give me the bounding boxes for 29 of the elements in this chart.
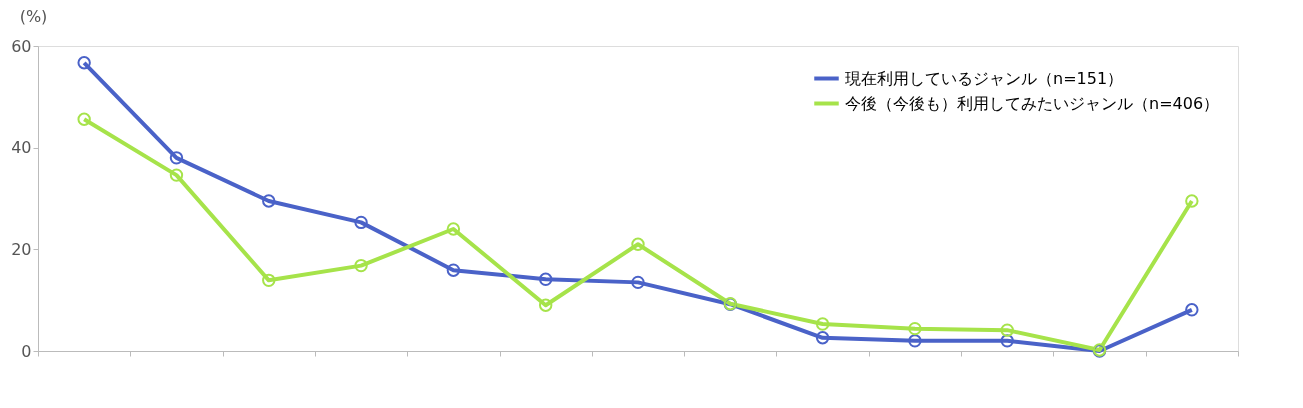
point xyxy=(77,56,91,70)
point xyxy=(169,151,184,165)
point xyxy=(631,237,645,251)
point xyxy=(1000,334,1014,348)
point xyxy=(815,331,830,345)
point xyxy=(1185,303,1199,317)
point xyxy=(262,194,276,208)
point xyxy=(77,112,91,126)
point xyxy=(1185,194,1199,208)
y-tick-label: 60 xyxy=(11,36,32,56)
point xyxy=(354,215,368,230)
y-axis-title: (%) xyxy=(19,6,48,26)
y-tick-label: 0 xyxy=(21,341,32,361)
point xyxy=(815,317,830,331)
legend-label: 現在利用しているジャンル（n=151） xyxy=(845,68,1124,88)
point xyxy=(446,263,461,277)
point xyxy=(908,334,922,348)
point xyxy=(354,258,368,273)
point xyxy=(169,168,184,182)
point xyxy=(262,273,276,288)
y-tick-label: 20 xyxy=(11,239,32,259)
point xyxy=(1000,323,1014,337)
point xyxy=(631,275,645,290)
point xyxy=(908,321,922,336)
point xyxy=(446,222,461,236)
legend-label: 今後（今後も）利用してみたいジャンル（n=406） xyxy=(845,93,1220,113)
point xyxy=(538,272,553,287)
y-tick-label: 40 xyxy=(11,138,32,158)
point xyxy=(538,298,553,312)
